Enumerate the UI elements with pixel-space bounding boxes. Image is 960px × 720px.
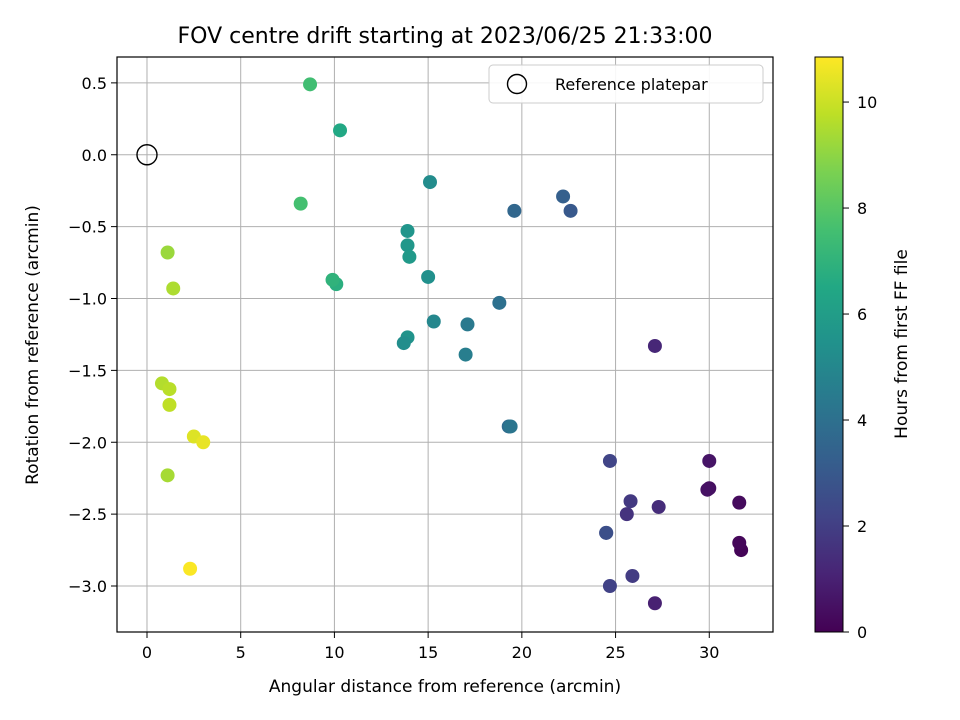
data-point (421, 269, 436, 284)
x-tick-label: 15 (418, 643, 438, 662)
data-point (460, 317, 475, 332)
x-tick-label: 30 (699, 643, 719, 662)
data-point (396, 336, 411, 351)
reference-marker-group (136, 144, 158, 166)
colorbar-tick-label: 10 (857, 93, 877, 112)
y-tick-label: 0.5 (82, 74, 107, 93)
data-point (402, 249, 417, 264)
x-axis-ticks: 0 5 10 15 20 25 30 (142, 632, 719, 662)
data-point (503, 419, 518, 434)
x-axis-label: Angular distance from reference (arcmin) (269, 677, 621, 697)
data-point (458, 347, 473, 362)
legend-entry-reference: Reference platepar (555, 75, 708, 94)
colorbar-tick-label: 6 (857, 305, 867, 324)
data-point (162, 397, 177, 412)
chart-title: FOV centre drift starting at 2023/06/25 … (178, 24, 713, 49)
legend-reference-marker (506, 73, 528, 95)
colorbar-tick-label: 2 (857, 517, 867, 536)
y-axis-ticks: 0.5 0.0 −0.5 −1.0 −1.5 −2.0 −2.5 −3.0 (68, 74, 117, 596)
data-point (651, 499, 666, 514)
data-point (166, 281, 181, 296)
y-tick-label: −2.0 (68, 433, 107, 452)
y-tick-label: −1.5 (68, 361, 107, 380)
data-point (400, 238, 415, 253)
data-point (556, 189, 571, 204)
colorbar-tick-label: 0 (857, 623, 867, 642)
data-point (647, 338, 662, 353)
data-point (623, 494, 638, 509)
colorbar-tick-label: 8 (857, 199, 867, 218)
plot-frame (116, 56, 774, 633)
y-tick-label: −3.0 (68, 577, 107, 596)
data-point (196, 435, 211, 450)
y-tick-label: 0.0 (82, 146, 107, 165)
data-point (183, 561, 198, 576)
data-point (325, 272, 340, 287)
data-point (702, 453, 717, 468)
colorbar-label: Hours from first FF file (892, 249, 912, 439)
data-point (160, 468, 175, 483)
data-point (602, 453, 617, 468)
legend-box (488, 64, 764, 104)
data-point (162, 382, 177, 397)
data-point (426, 314, 441, 329)
data-point (625, 568, 640, 583)
y-tick-label: −2.5 (68, 505, 107, 524)
data-point (400, 223, 415, 238)
colorbar-ticks: 0 2 4 6 8 10 (843, 93, 877, 642)
data-point (647, 596, 662, 611)
data-point (732, 535, 747, 550)
data-point (160, 245, 175, 260)
data-point (732, 495, 747, 510)
data-point (619, 507, 634, 522)
colorbar-gradient (814, 56, 844, 633)
grid-lines (117, 57, 773, 632)
x-tick-label: 5 (236, 643, 246, 662)
data-point (507, 203, 522, 218)
data-point (563, 203, 578, 218)
x-tick-label: 0 (142, 643, 152, 662)
legend: Reference platepar (488, 64, 764, 104)
data-point (602, 579, 617, 593)
x-tick-label: 20 (512, 643, 532, 662)
data-point (423, 175, 438, 190)
colorbar: 0 2 4 6 8 10 Hours from first FF file (814, 56, 912, 642)
data-point (293, 196, 308, 211)
y-tick-label: −1.0 (68, 290, 107, 309)
colorbar-tick-label: 4 (857, 411, 867, 430)
y-axis-label: Rotation from reference (arcmin) (23, 205, 43, 485)
data-point (492, 295, 507, 310)
data-point (599, 525, 614, 540)
data-points (154, 77, 749, 611)
data-point (333, 123, 348, 138)
reference-platepar-marker (136, 144, 158, 166)
y-tick-label: −0.5 (68, 218, 107, 237)
x-tick-label: 10 (324, 643, 344, 662)
data-point (700, 482, 715, 497)
data-point (303, 77, 318, 92)
x-tick-label: 25 (605, 643, 625, 662)
